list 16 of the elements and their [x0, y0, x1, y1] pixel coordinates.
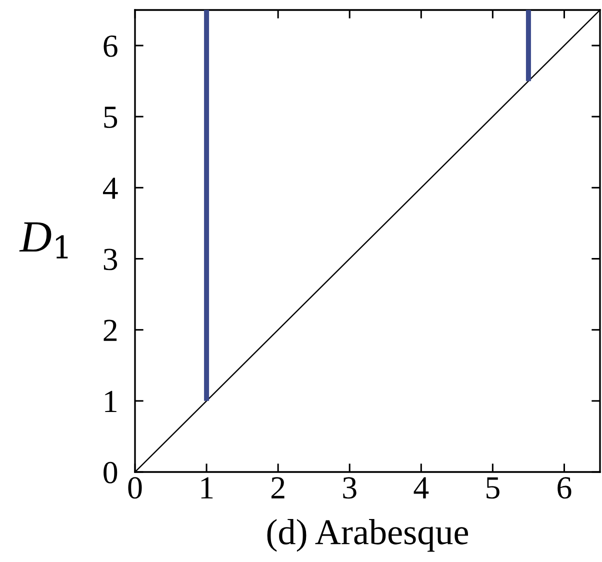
x-tick-label: 4	[414, 477, 429, 498]
y-tick-label: 4	[102, 178, 118, 199]
y-axis-title: D$_{1}$	[19, 222, 68, 258]
y-tick-label: 2	[104, 320, 117, 341]
y-tick-label: 0	[104, 462, 118, 484]
x-tick-label: 1	[201, 477, 213, 498]
x-tick-label: 6	[558, 477, 572, 499]
x-tick-label: 0	[128, 477, 142, 499]
y-tick-label: 1	[105, 390, 116, 412]
x-tick-label: 5	[486, 477, 500, 499]
y-tick-label: 5	[104, 106, 118, 128]
x-axis-title: (d) Arabesque	[267, 519, 468, 552]
x-tick-label: 2	[271, 477, 284, 498]
x-tick-label: 3	[343, 477, 356, 499]
y-tick-label: 6	[104, 35, 118, 57]
y-tick-label: 3	[104, 248, 118, 270]
